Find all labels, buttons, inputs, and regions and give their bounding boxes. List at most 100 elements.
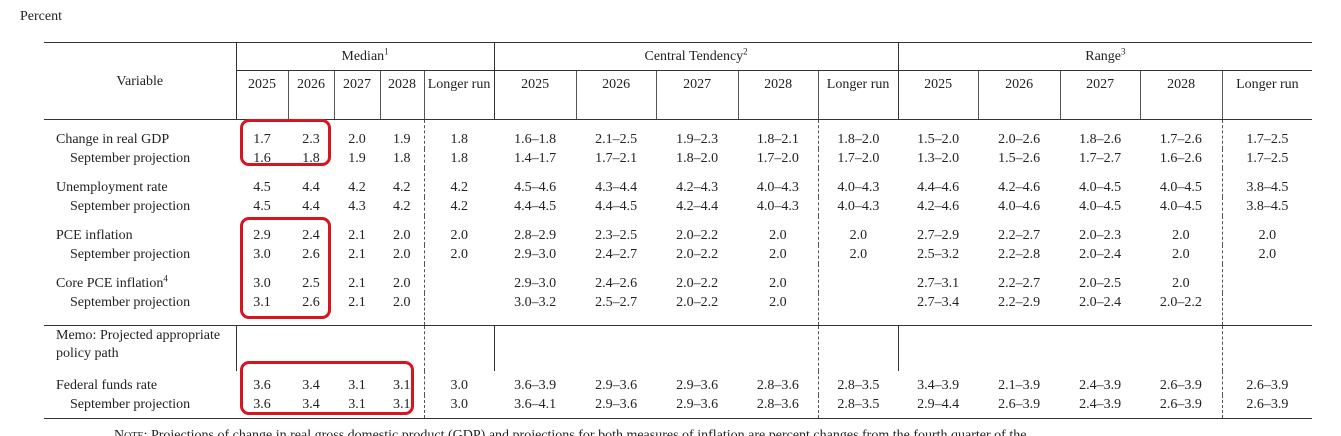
cell: 3.0 <box>423 395 495 419</box>
cell: 4.2–4.6 <box>998 180 1041 195</box>
cell: 2.0 <box>1172 228 1190 243</box>
row-label-text: September projection <box>70 247 191 262</box>
cell: 4.0–4.3 <box>817 168 899 197</box>
cell <box>656 325 739 371</box>
cell: 4.2 <box>393 199 411 214</box>
cell <box>423 293 495 326</box>
variable-header: Variable <box>44 42 236 120</box>
cell: 2.1 <box>348 247 366 262</box>
cell: 4.2 <box>348 180 366 195</box>
cell: 4.4–4.5 <box>514 199 557 214</box>
cell: 2.0 <box>1221 216 1313 245</box>
cell: 2.1 <box>348 295 366 310</box>
cell: 4.0–4.5 <box>1159 199 1202 214</box>
cell: 4.0–4.5 <box>1159 180 1202 195</box>
cell: 2.0–2.5 <box>1079 276 1122 291</box>
cell: 2.2–2.9 <box>998 295 1041 310</box>
cell: 1.5–2.6 <box>998 151 1041 166</box>
year-header: 2028 <box>1139 70 1223 120</box>
cell: 2.0–2.2 <box>676 276 719 291</box>
footnote-ref: 4 <box>163 273 168 284</box>
cell: 4.2 <box>423 168 495 197</box>
highlight-box <box>240 119 331 166</box>
row-label-text: Federal funds rate <box>56 378 158 393</box>
cell: 1.7 <box>253 132 271 147</box>
cell: 2.0 <box>393 228 411 243</box>
cell: 3.6–4.1 <box>514 397 557 412</box>
cell <box>738 325 819 371</box>
cell: 2.0 <box>817 245 899 264</box>
cell <box>978 325 1061 371</box>
table-row: Change in real GDP 1.7 2.3 2.0 1.9 1.8 1.6–1.8… <box>44 119 1313 149</box>
cell: 1.8 <box>302 151 320 166</box>
highlight-box <box>240 217 331 319</box>
cell <box>897 325 979 371</box>
cell <box>423 325 495 371</box>
cell: 1.4–1.7 <box>514 151 557 166</box>
cell: 2.8–3.6 <box>756 397 799 412</box>
cell: 2.4–2.7 <box>595 247 638 262</box>
cell: 4.5 <box>253 199 271 214</box>
cell: 2.0–2.4 <box>1079 295 1122 310</box>
cell: 4.4–4.5 <box>595 199 638 214</box>
cell: 4.2–4.4 <box>676 199 719 214</box>
cell <box>1221 293 1313 326</box>
cell: 2.9–3.0 <box>514 247 557 262</box>
cell: 2.0 <box>1172 276 1190 291</box>
cell: 2.8–3.5 <box>817 371 899 395</box>
cell: 4.2–4.3 <box>676 180 719 195</box>
row-label-text: Core PCE inflation <box>56 276 164 291</box>
cell: 2.5–2.7 <box>595 295 638 310</box>
highlight-box <box>240 361 414 415</box>
cell: 2.9–4.4 <box>917 397 960 412</box>
cell: 2.6–3.9 <box>1221 395 1313 419</box>
cell: 3.0 <box>253 276 271 291</box>
cell: 4.4 <box>302 180 320 195</box>
cell: 1.9 <box>393 132 411 147</box>
cell: 2.9–3.6 <box>595 397 638 412</box>
cell <box>1221 264 1313 293</box>
cell: 4.0–4.3 <box>817 197 899 216</box>
table-row: September projection 1.6 1.8 1.9 1.8 1.8 1.4–1… <box>44 149 1313 168</box>
cell: 4.0–4.3 <box>756 199 799 214</box>
footnote: Note: Projections of change in real gros… <box>114 428 1026 436</box>
cell <box>817 293 899 326</box>
cell: 2.9–3.0 <box>514 276 557 291</box>
cell: 1.6 <box>253 151 271 166</box>
cell: 2.0 <box>769 228 787 243</box>
cell: 3.1 <box>253 295 271 310</box>
cell: 4.2–4.6 <box>917 199 960 214</box>
cell: 4.2 <box>423 197 495 216</box>
group-header: Median1 <box>235 42 495 71</box>
table-row: Federal funds rate 3.6 3.4 3.1 3.1 3.0 3.6–3.9… <box>44 371 1313 395</box>
cell <box>1140 325 1223 371</box>
memo-row: Memo: Projected appropriate policy path <box>44 325 1313 371</box>
cell: 4.5–4.6 <box>514 180 557 195</box>
cell: 4.3–4.4 <box>595 180 638 195</box>
table-row: PCE inflation 2.9 2.4 2.1 2.0 2.0 2.8–2.9 2.3–2… <box>44 216 1313 245</box>
cell: 3.6–3.9 <box>514 378 557 393</box>
cell: 2.4–2.6 <box>595 276 638 291</box>
note-label: Note <box>114 428 144 436</box>
cell: 2.0 <box>393 295 411 310</box>
cell: 2.0 <box>769 276 787 291</box>
cell: 1.6–2.6 <box>1159 151 1202 166</box>
cell: 3.0 <box>423 371 495 395</box>
cell: 2.0–2.2 <box>1159 295 1202 310</box>
cell: 2.6 <box>302 295 320 310</box>
cell: 2.0 <box>348 132 366 147</box>
cell: 1.8–2.1 <box>756 132 799 147</box>
row-label: Unemployment rate <box>44 168 236 197</box>
cell: 3.6 <box>253 378 271 393</box>
cell: 3.4 <box>302 397 320 412</box>
cell: 2.0–2.2 <box>676 228 719 243</box>
cell: 1.8 <box>393 151 411 166</box>
row-label: Core PCE inflation4 <box>44 264 236 293</box>
cell: 4.5 <box>253 180 271 195</box>
cell <box>493 325 577 371</box>
cell: 1.7–2.0 <box>756 151 799 166</box>
year-header: 2027 <box>333 70 380 120</box>
cell: 2.5–3.2 <box>917 247 960 262</box>
group-label: Central Tendency <box>644 49 744 64</box>
cell: 2.7–2.9 <box>917 228 960 243</box>
